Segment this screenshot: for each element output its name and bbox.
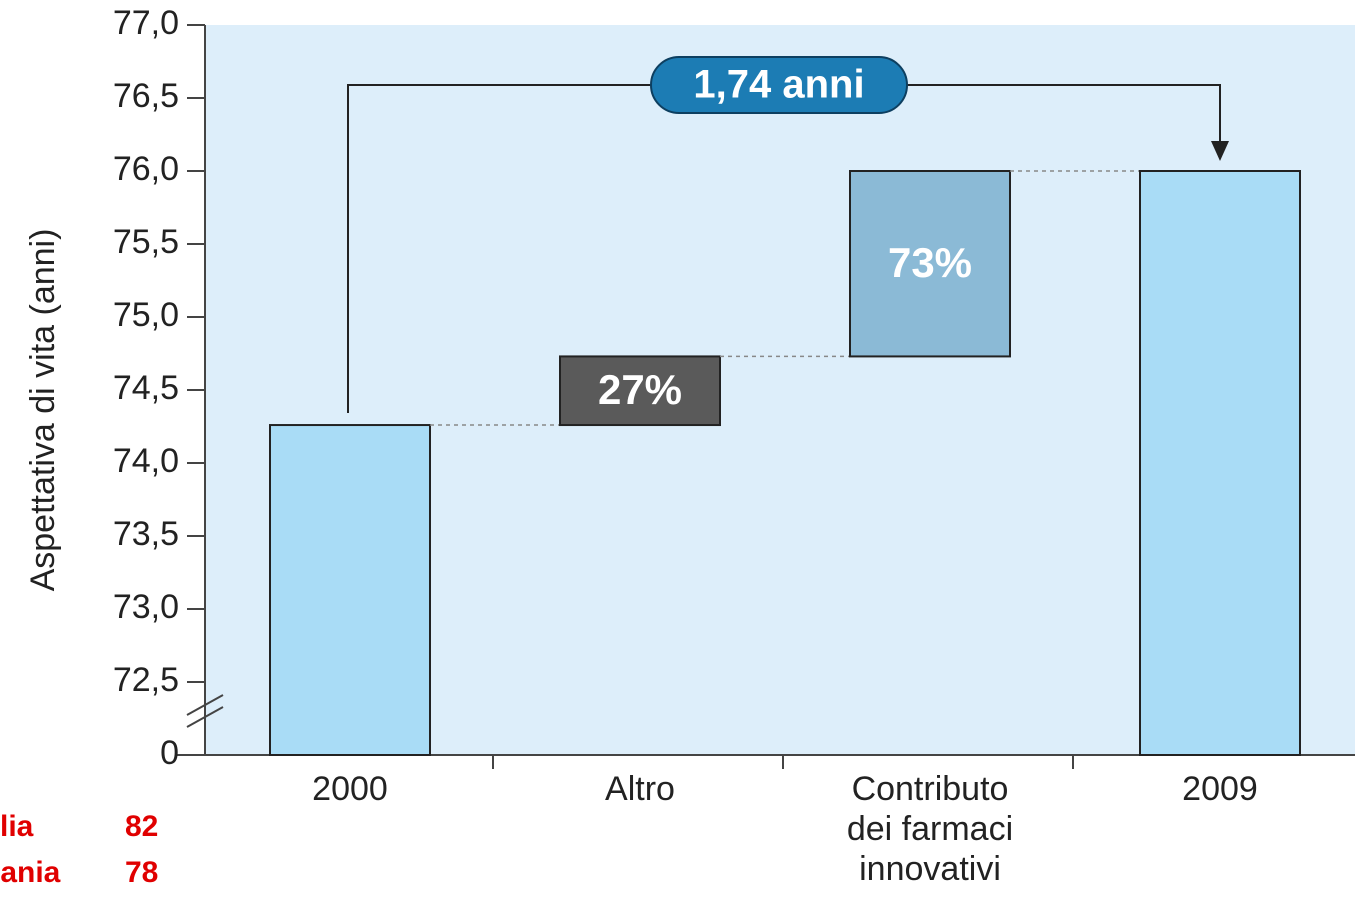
x-tick-label: Altro (605, 770, 675, 808)
side-note-name: lia (0, 810, 34, 843)
y-tick-label: 72,5 (113, 661, 179, 699)
y-tick-label: 75,0 (113, 296, 179, 334)
annotation: 1,74 anni (693, 63, 864, 107)
bar (559, 355, 721, 427)
y-tick-label: 73,5 (113, 515, 179, 553)
side-note-value: 82 (125, 810, 158, 843)
x-tick-label: 2009 (1182, 770, 1258, 808)
y-tick-label: 73,0 (113, 588, 179, 626)
y-tick-label: 76,0 (113, 150, 179, 188)
side-note-name: pania (0, 856, 61, 889)
y-tick-label: 77,0 (113, 4, 179, 42)
y-axis-label: Aspettativa di vita (anni) (24, 229, 62, 592)
bar-text: 27% (598, 366, 682, 413)
side-note-value: 78 (125, 856, 158, 889)
bar (269, 424, 431, 756)
bar (1139, 170, 1301, 756)
axis-break (186, 706, 224, 728)
annotation-pill (650, 56, 908, 114)
axis-break-label: 0 (160, 734, 179, 772)
y-tick-label: 76,5 (113, 77, 179, 115)
axis-break (186, 694, 224, 716)
y-tick-label: 75,5 (113, 223, 179, 261)
x-tick-label: Contributo dei farmaci innovativi (847, 770, 1013, 888)
x-tick-label: 2000 (312, 770, 388, 808)
arrow-head (1211, 141, 1229, 161)
y-tick-label: 74,5 (113, 369, 179, 407)
y-tick-label: 74,0 (113, 442, 179, 480)
bar-text: 73% (888, 239, 972, 286)
bar (849, 170, 1011, 358)
